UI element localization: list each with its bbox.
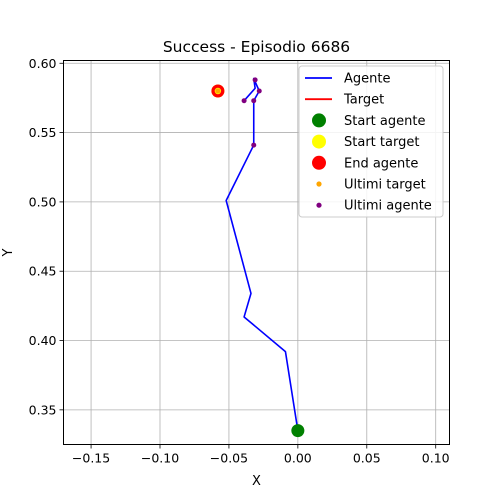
y-tick-label: 0.35: [29, 402, 57, 417]
x-tick-label: −0.15: [72, 451, 110, 466]
legend-swatch-ultimi-target: [316, 181, 322, 187]
legend-label-start-agente: Start agente: [344, 114, 425, 129]
legend-swatch-end-agente: [312, 155, 326, 170]
legend-swatch-ultimi-agente: [316, 202, 322, 208]
legend-box: [298, 65, 444, 218]
x-tick-label: −0.05: [210, 451, 248, 466]
ultimi-agente-point: [251, 98, 257, 104]
x-tick-label: 0.00: [284, 451, 312, 466]
legend-label-ultimi-agente: Ultimi agente: [344, 199, 432, 214]
x-tick-label: −0.10: [141, 451, 179, 466]
ultimi-agente-point: [256, 88, 262, 94]
y-tick-label: 0.40: [29, 333, 57, 348]
x-tick-label: 0.05: [353, 451, 381, 466]
legend-label-end-agente: End agente: [344, 156, 418, 171]
y-axis: 0.35 0.40 0.45 0.50 0.55 0.60: [29, 56, 64, 417]
plot-frame: [63, 60, 450, 445]
legend-label-ultimi-target: Ultimi target: [344, 178, 426, 193]
x-axis-label: X: [252, 474, 261, 489]
y-tick-label: 0.55: [29, 125, 57, 140]
series-layer: [211, 77, 305, 438]
ultimi-agente-point: [252, 77, 258, 83]
legend-label-target: Target: [343, 93, 384, 108]
x-tick-label: 0.10: [422, 451, 450, 466]
legend-swatch-start-agente: [312, 113, 326, 128]
x-axis: −0.15 −0.10 −0.05 0.00 0.05 0.10: [72, 444, 450, 466]
y-tick-label: 0.50: [29, 194, 57, 209]
ultimi-target-point: [215, 88, 221, 94]
chart-title: Success - Episodio 6686: [163, 38, 350, 56]
y-tick-label: 0.60: [29, 56, 57, 71]
ultimi-agente-point: [251, 142, 257, 148]
y-tick-label: 0.45: [29, 264, 57, 279]
ultimi-agente-point: [241, 98, 247, 104]
legend-label-agente: Agente: [344, 72, 390, 87]
legend: Agente Target Start agente Start target End …: [298, 65, 444, 218]
start-agente-marker: [291, 424, 305, 438]
y-axis-label: Y: [1, 248, 16, 257]
legend-label-start-target: Start target: [344, 135, 419, 150]
legend-swatch-start-target: [312, 134, 326, 149]
